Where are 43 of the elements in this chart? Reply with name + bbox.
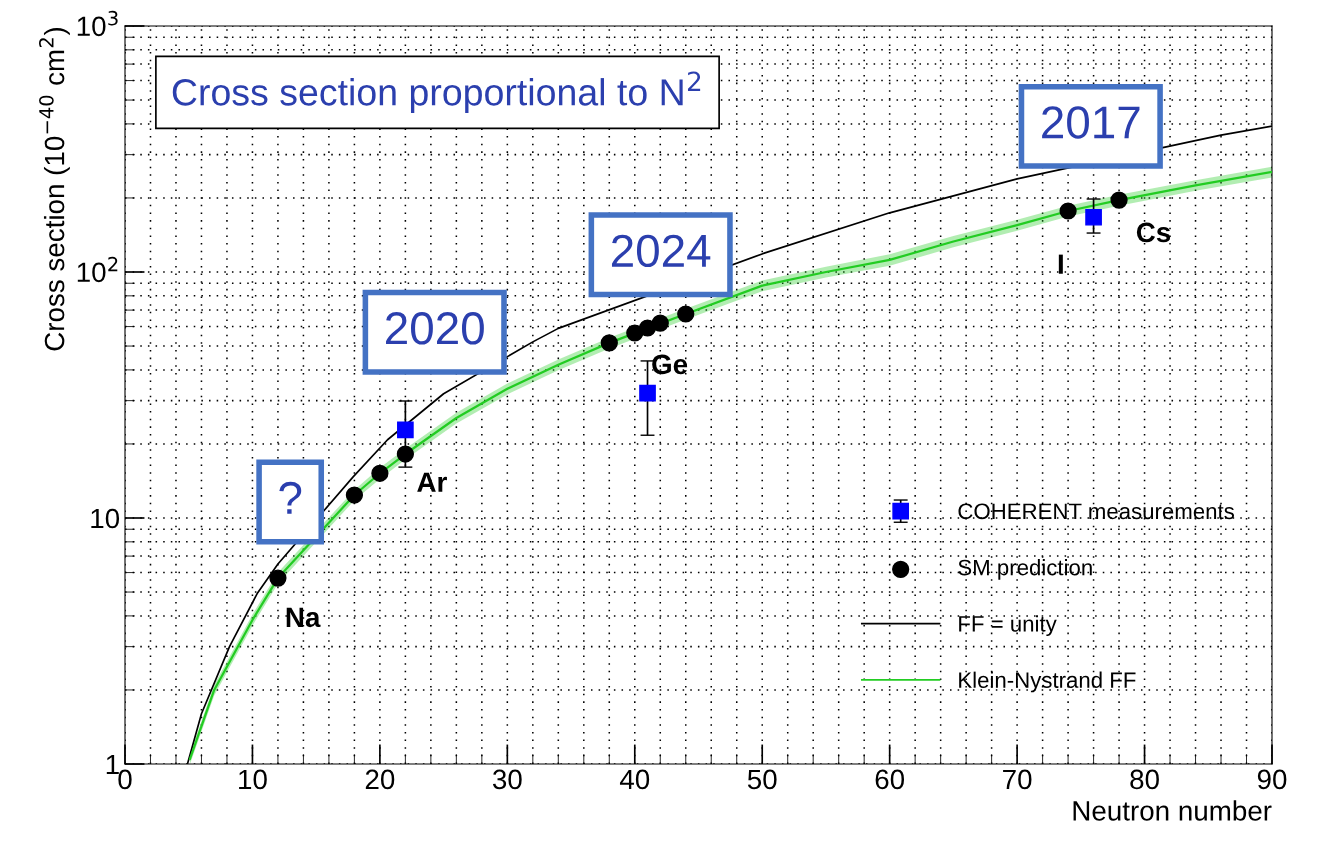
y-tick-label: 10$^{2}$: [77, 256, 118, 283]
point: [345, 486, 364, 504]
x-tick-label: 40: [619, 769, 650, 790]
y-tick-label: 10: [91, 508, 120, 529]
point: [1085, 208, 1102, 226]
x-tick-label: 60: [875, 769, 905, 790]
annotation: 2017: [1042, 106, 1140, 139]
x-tick-label: 30: [492, 769, 522, 790]
annotation: Cs: [1136, 222, 1171, 243]
annotation: Ar: [417, 472, 447, 492]
annotation: Ge: [652, 354, 688, 375]
annotation: 2024: [611, 234, 711, 268]
annotation: 2020: [386, 312, 484, 345]
annotation: ?: [279, 481, 302, 514]
y-axis-title: Cross section (10$^{−40}$ cm$^{2}$): [39, 27, 70, 351]
point: [397, 421, 414, 439]
x-tick-label: 90: [1257, 769, 1287, 790]
point: [638, 319, 657, 337]
point: [639, 384, 656, 402]
annotation: I: [1058, 254, 1063, 274]
y-tick-label: 1: [106, 754, 119, 775]
annotation: Na: [286, 607, 321, 628]
point: [677, 305, 695, 323]
point: [600, 334, 618, 352]
legend-label: SM prediction: [958, 559, 1092, 580]
point: [269, 569, 287, 587]
legend-label: COHERENT measurements: [958, 503, 1234, 520]
x-tick-label: 10: [239, 769, 267, 790]
y-tick-label: 10$^{3}$: [77, 10, 118, 37]
annotation: Cross section proportional to N$^{2}$: [172, 71, 701, 114]
point: [371, 464, 389, 482]
x-tick-label: 0: [118, 769, 132, 790]
x-tick-label: 50: [747, 769, 777, 790]
point: [651, 314, 669, 332]
x-axis-title: Neutron number: [1073, 800, 1272, 821]
point: [1059, 202, 1077, 220]
point: [396, 445, 414, 463]
x-tick-label: 70: [1003, 769, 1032, 790]
legend-label: Klein-Nystrand FF: [959, 671, 1136, 693]
x-tick-label: 80: [1130, 769, 1159, 790]
x-tick-label: 20: [365, 769, 395, 790]
point: [1110, 191, 1128, 209]
legend-label: FF = unity: [959, 615, 1057, 637]
